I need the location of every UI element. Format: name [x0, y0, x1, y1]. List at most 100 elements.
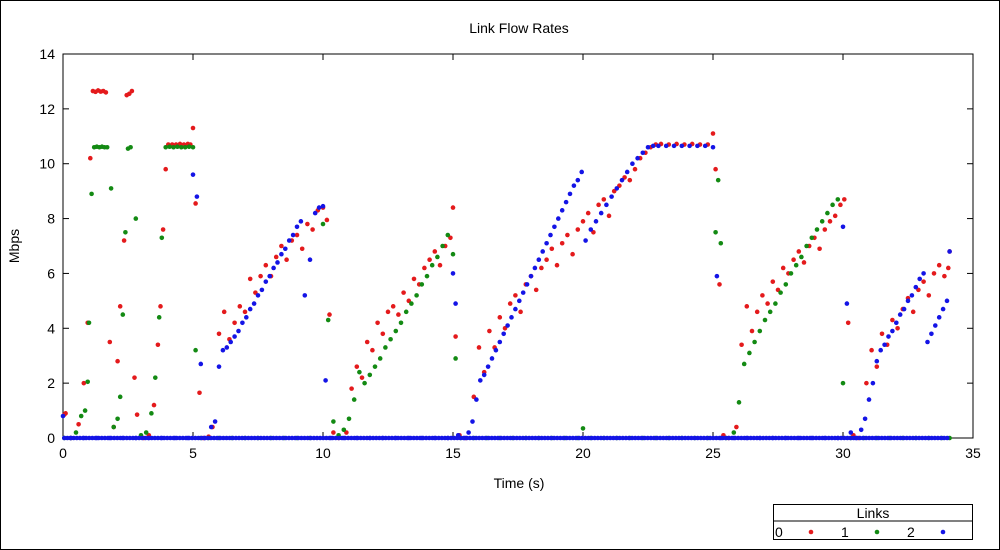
data-point-series-1	[799, 254, 804, 260]
data-point-series-1	[804, 243, 809, 249]
data-point-series-0	[385, 309, 391, 315]
data-point-series-1	[85, 379, 90, 385]
data-point-series-2	[212, 419, 218, 424]
data-point-series-1	[819, 219, 825, 224]
data-point-series-0	[780, 265, 786, 271]
data-point-series-1	[429, 262, 435, 268]
data-point-series-0	[754, 309, 760, 315]
data-point-series-0	[487, 328, 492, 334]
data-point-series-1	[190, 144, 196, 150]
data-point-series-2	[598, 210, 604, 216]
data-point-series-0	[193, 201, 198, 206]
chart-title: Link Flow Rates	[469, 20, 569, 36]
data-point-series-2	[571, 183, 577, 188]
data-point-series-1	[108, 186, 114, 191]
data-point-series-0	[88, 155, 93, 161]
data-point-series-2	[528, 273, 534, 279]
data-point-series-2	[251, 301, 257, 306]
data-point-series-1	[104, 144, 110, 150]
data-point-series-1	[186, 144, 192, 150]
data-point-series-1	[453, 356, 458, 361]
data-point-series-2	[640, 150, 646, 156]
data-point-series-1	[788, 271, 794, 276]
data-point-series-1	[357, 369, 362, 375]
data-point-series-2	[702, 143, 708, 149]
x-tick-label: 5	[189, 445, 197, 461]
data-point-series-0	[237, 304, 243, 309]
data-point-series-0	[749, 328, 755, 334]
data-point-series-0	[926, 293, 932, 298]
data-point-series-1	[156, 315, 162, 320]
data-point-series-2	[208, 424, 214, 430]
data-point-series-2	[645, 144, 651, 150]
data-point-series-2	[220, 347, 226, 353]
data-point-series-0	[890, 317, 895, 323]
data-point-series-0	[575, 227, 581, 232]
data-point-series-1	[73, 430, 79, 435]
data-point-series-2	[563, 199, 569, 205]
data-point-series-2	[320, 203, 326, 209]
data-point-series-2	[294, 224, 300, 230]
data-point-series-2	[536, 257, 542, 263]
data-point-series-0	[842, 197, 847, 202]
data-point-series-0	[544, 257, 549, 263]
data-point-series-0	[476, 345, 482, 350]
data-point-series-2	[216, 364, 222, 369]
data-point-series-2	[255, 293, 261, 298]
data-point-series-1	[362, 380, 367, 386]
x-tick-label: 0	[59, 445, 67, 461]
data-point-series-2	[604, 202, 609, 208]
data-point-series-0	[739, 342, 744, 348]
data-point-series-0	[796, 249, 802, 254]
data-point-series-1	[419, 282, 425, 287]
data-point-series-0	[533, 287, 539, 293]
data-point-series-2	[929, 331, 934, 337]
data-point-series-2	[944, 435, 950, 441]
data-point-series-1	[424, 273, 430, 279]
data-point-series-1	[89, 191, 94, 197]
data-point-series-2	[489, 356, 495, 361]
data-point-series-2	[481, 372, 487, 378]
data-point-series-0	[380, 331, 386, 337]
y-tick-label: 10	[39, 156, 55, 172]
data-point-series-1	[171, 144, 176, 150]
data-point-series-1	[115, 416, 120, 422]
data-points	[60, 88, 952, 441]
data-point-series-2	[198, 361, 204, 367]
data-point-series-2	[635, 155, 640, 161]
x-tick-label: 20	[575, 445, 591, 461]
data-point-series-2	[524, 282, 530, 287]
data-point-series-0	[190, 125, 196, 131]
legend-title: Links	[857, 505, 890, 521]
data-point-series-1	[773, 301, 778, 306]
data-point-series-0	[513, 293, 518, 298]
data-point-series-0	[596, 202, 601, 208]
data-point-series-0	[310, 227, 315, 232]
data-point-series-1	[835, 197, 841, 202]
data-point-series-2	[190, 172, 196, 177]
data-point-series-0	[299, 246, 305, 252]
data-point-series-0	[921, 279, 926, 284]
data-point-series-0	[931, 271, 937, 276]
data-point-series-0	[273, 254, 279, 260]
data-point-series-2	[878, 347, 883, 353]
data-point-series-2	[650, 143, 656, 149]
data-point-series-2	[909, 293, 915, 298]
data-point-series-2	[540, 249, 545, 254]
data-point-series-0	[242, 309, 248, 315]
data-point-series-0	[910, 309, 916, 315]
data-point-series-1	[440, 243, 445, 249]
data-point-series-1	[783, 282, 789, 287]
data-point-series-0	[349, 386, 354, 391]
x-tick-label: 15	[445, 445, 461, 461]
data-point-series-2	[710, 144, 716, 150]
data-point-series-0	[822, 227, 828, 232]
data-point-series-2	[619, 177, 625, 183]
data-point-series-0	[559, 240, 565, 246]
data-point-series-2	[316, 205, 322, 210]
y-tick-label: 8	[47, 211, 55, 227]
data-point-series-0	[507, 301, 513, 306]
data-point-series-1	[78, 413, 84, 419]
data-point-series-2	[556, 216, 561, 221]
data-point-series-2	[940, 306, 946, 312]
